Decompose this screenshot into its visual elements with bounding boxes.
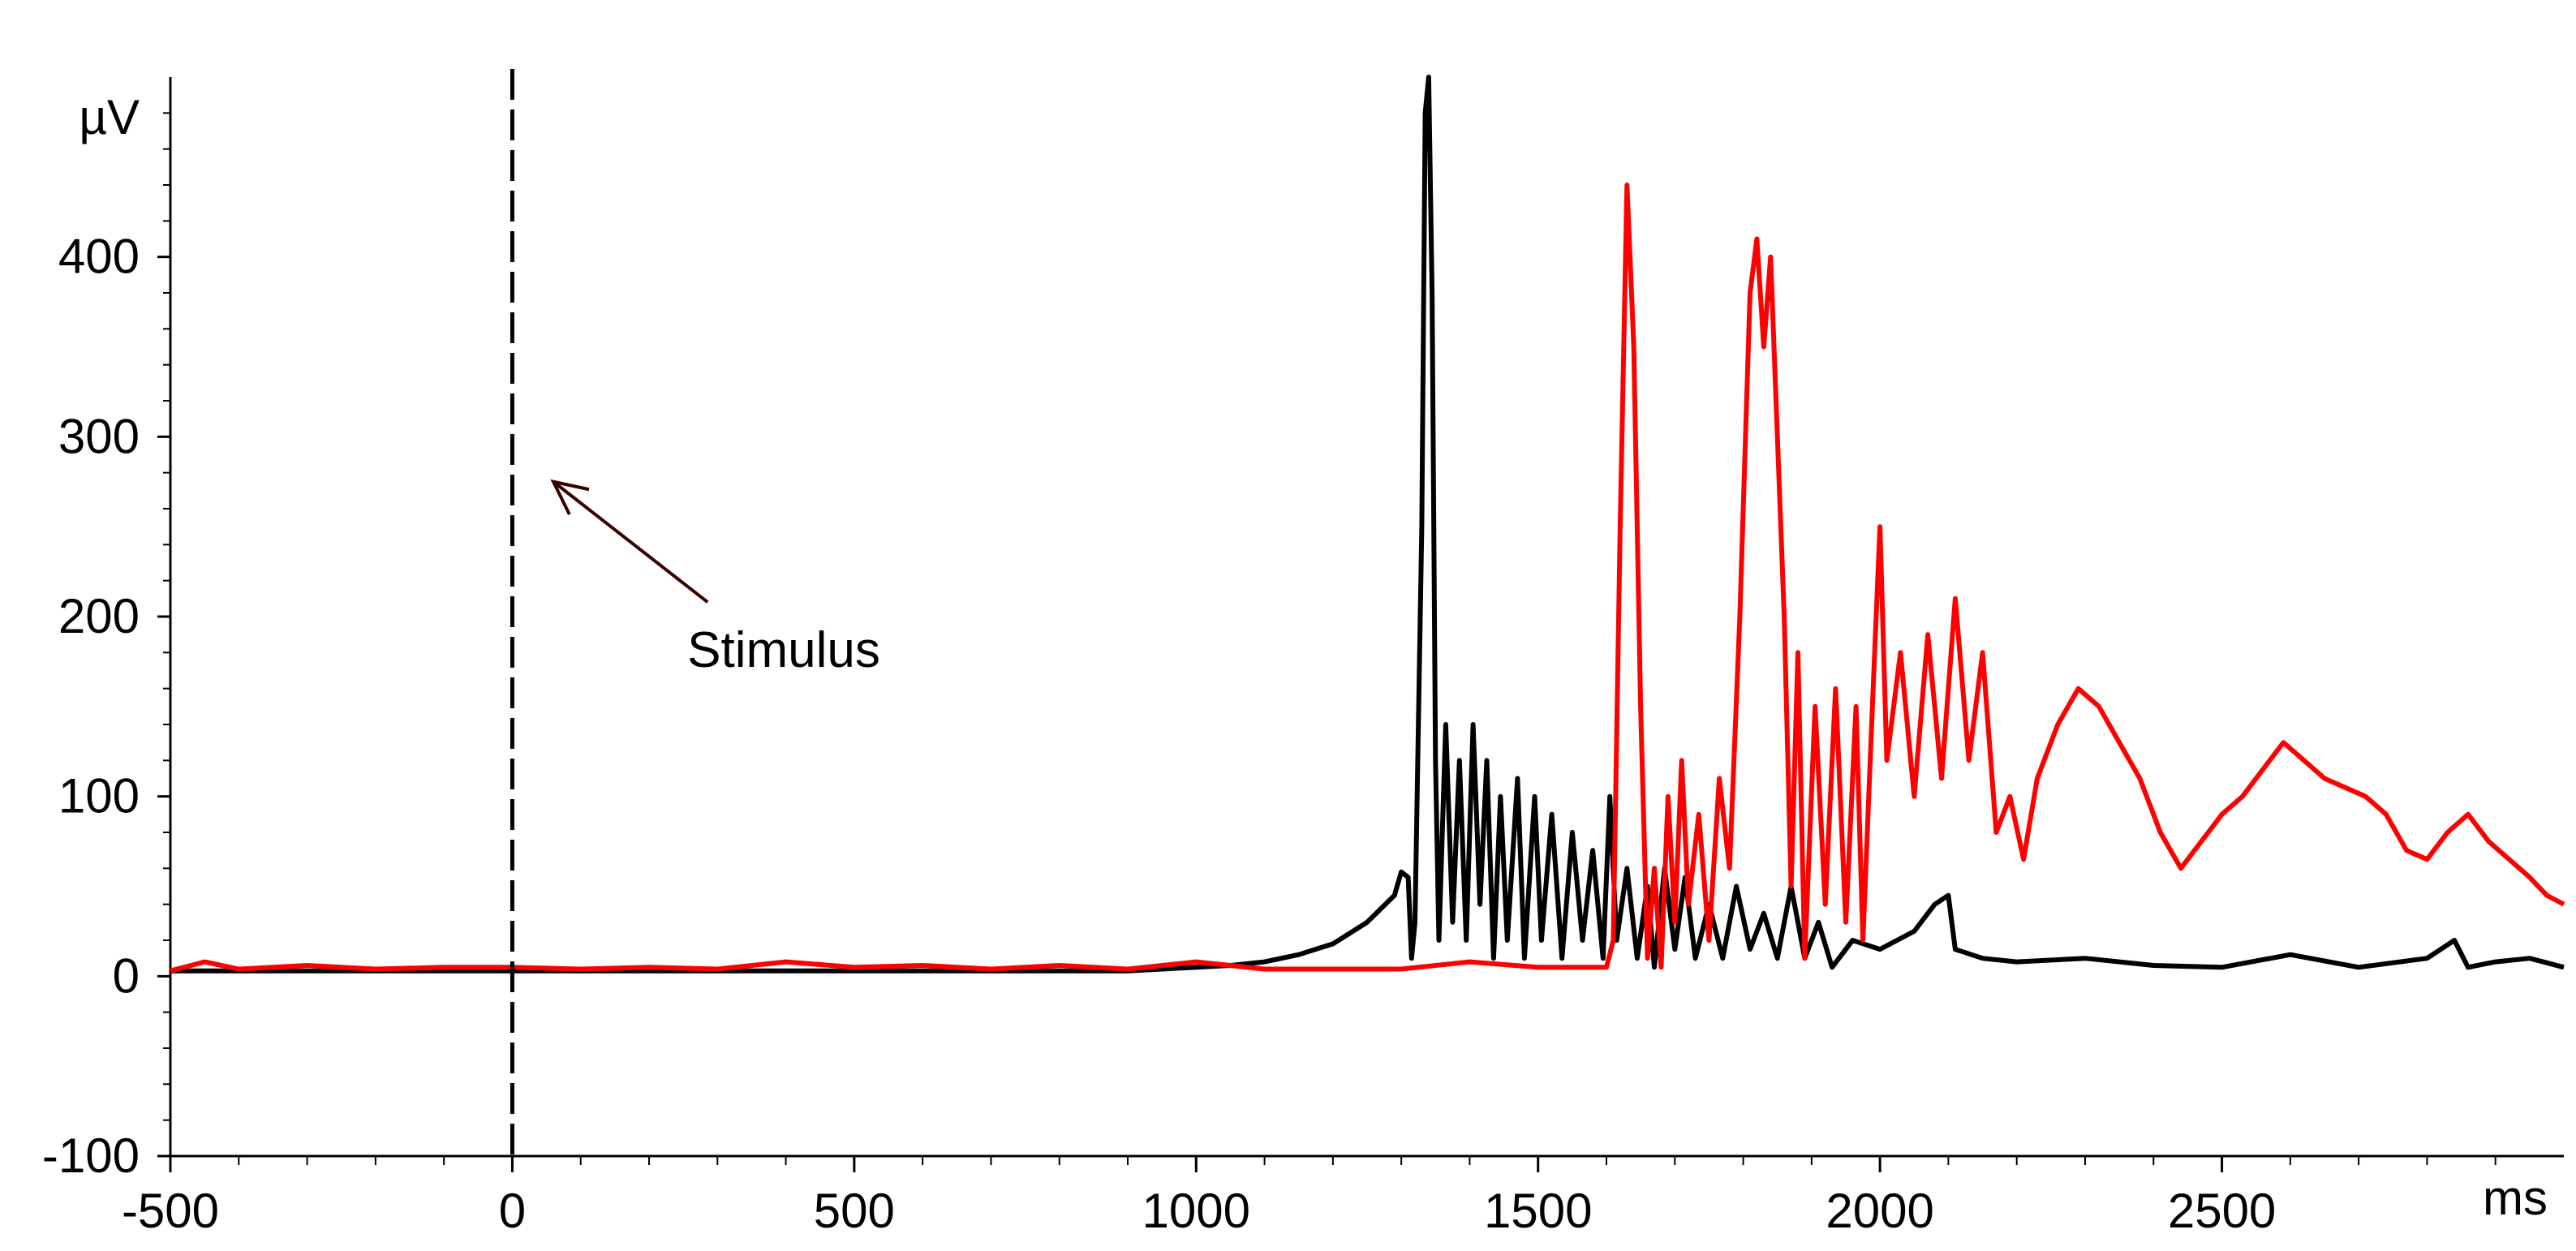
x-tick-label: 500 (814, 1184, 895, 1238)
annotations: Stimulus (550, 479, 880, 678)
x-tick-label: 2000 (1826, 1184, 1933, 1238)
y-tick-label: 300 (58, 409, 140, 463)
x-axis-unit: ms (2483, 1171, 2548, 1225)
y-tick-label: 400 (58, 230, 140, 284)
y-tick-label: 0 (113, 948, 140, 1003)
annotation-text: Stimulus (687, 622, 880, 678)
series-line-2 (170, 183, 2565, 974)
y-tick-label: 100 (58, 769, 140, 823)
y-tick-label: 200 (58, 589, 140, 643)
series (170, 75, 2565, 974)
series-line-1 (170, 75, 2565, 974)
x-tick-label: 2500 (2168, 1184, 2276, 1238)
annotation-arrow-shaft (552, 480, 709, 604)
y-axis-unit: µV (79, 90, 140, 144)
annotation-arrow-head (550, 479, 590, 515)
ticks: -500 0 500 1000 1500 2000 2500 -100 0 100 200 300 40… (42, 112, 2496, 1238)
y-tick-label: -100 (42, 1128, 140, 1183)
axes (169, 77, 2564, 1158)
x-tick-label: 1500 (1484, 1184, 1592, 1238)
x-tick-label: 1000 (1142, 1184, 1250, 1238)
x-tick-label: 0 (499, 1184, 526, 1238)
x-tick-label: -500 (122, 1184, 219, 1238)
